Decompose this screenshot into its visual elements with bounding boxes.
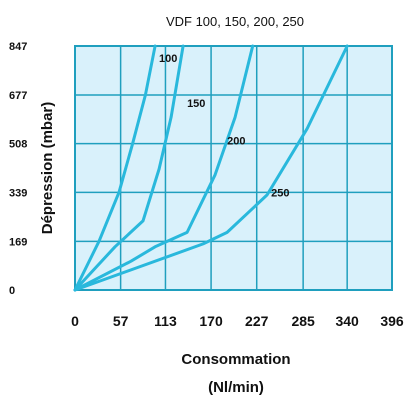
x-tick-label: 113 bbox=[154, 313, 177, 329]
x-tick-label: 0 bbox=[71, 313, 79, 329]
x-tick-label: 285 bbox=[291, 313, 315, 329]
series-label-250: 250 bbox=[271, 188, 289, 200]
y-tick-label: 169 bbox=[9, 236, 27, 248]
y-tick-label: 677 bbox=[9, 90, 27, 102]
series-line-150 bbox=[73, 44, 185, 292]
series-label-100: 100 bbox=[159, 53, 177, 65]
x-tick-label: 57 bbox=[113, 313, 129, 329]
series-line-250 bbox=[73, 44, 349, 292]
x-tick-label: 227 bbox=[245, 313, 269, 329]
series-label-200: 200 bbox=[227, 136, 245, 148]
y-tick-label: 508 bbox=[9, 139, 27, 151]
x-tick-label: 396 bbox=[380, 313, 404, 329]
y-tick-label: 847 bbox=[9, 41, 27, 53]
plot-border bbox=[74, 45, 393, 291]
chart-title: VDF 100, 150, 200, 250 bbox=[166, 14, 304, 29]
x-tick-labels: 0 57 113 170 227 285 340 396 bbox=[71, 313, 404, 329]
y-axis-label: Dépression (mbar) bbox=[39, 102, 56, 235]
series-labels: 100 150 200 250 bbox=[159, 53, 289, 200]
x-axis-label-line2: (Nl/min) bbox=[208, 379, 264, 396]
series-label-150: 150 bbox=[187, 98, 205, 110]
x-axis-label-line1: Consommation bbox=[181, 351, 290, 368]
series-line-200 bbox=[73, 44, 255, 292]
series-line-100 bbox=[73, 44, 157, 292]
x-tick-label: 340 bbox=[335, 313, 359, 329]
series-lines bbox=[73, 44, 349, 292]
y-tick-labels: 0 169 339 508 677 847 bbox=[9, 41, 27, 297]
x-tick-label: 170 bbox=[199, 313, 223, 329]
plot-area bbox=[75, 46, 392, 290]
y-tick-label: 0 bbox=[9, 285, 15, 297]
y-tick-label: 339 bbox=[9, 187, 27, 199]
